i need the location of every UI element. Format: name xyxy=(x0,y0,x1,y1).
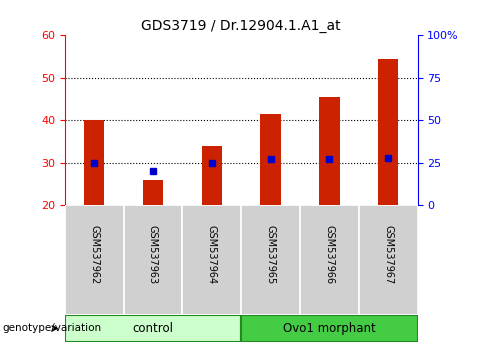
Bar xyxy=(378,59,398,205)
Bar xyxy=(202,146,222,205)
Bar xyxy=(300,205,359,315)
Bar xyxy=(182,205,241,315)
Bar xyxy=(65,205,124,315)
Bar xyxy=(65,315,241,342)
Text: GSM537965: GSM537965 xyxy=(265,225,276,284)
Bar xyxy=(84,120,105,205)
Bar xyxy=(241,205,300,315)
Text: GSM537962: GSM537962 xyxy=(89,225,99,284)
Bar xyxy=(359,205,418,315)
Text: GSM537967: GSM537967 xyxy=(383,225,393,284)
Bar xyxy=(319,97,340,205)
Text: GSM537966: GSM537966 xyxy=(324,225,335,284)
Bar xyxy=(124,205,182,315)
Text: control: control xyxy=(132,322,173,335)
Text: GSM537964: GSM537964 xyxy=(207,225,217,284)
Title: GDS3719 / Dr.12904.1.A1_at: GDS3719 / Dr.12904.1.A1_at xyxy=(142,19,341,33)
Bar xyxy=(143,180,163,205)
Text: GSM537963: GSM537963 xyxy=(148,225,158,284)
Text: genotype/variation: genotype/variation xyxy=(2,323,102,333)
Text: Ovo1 morphant: Ovo1 morphant xyxy=(283,322,376,335)
Bar xyxy=(241,315,418,342)
Bar xyxy=(260,114,281,205)
